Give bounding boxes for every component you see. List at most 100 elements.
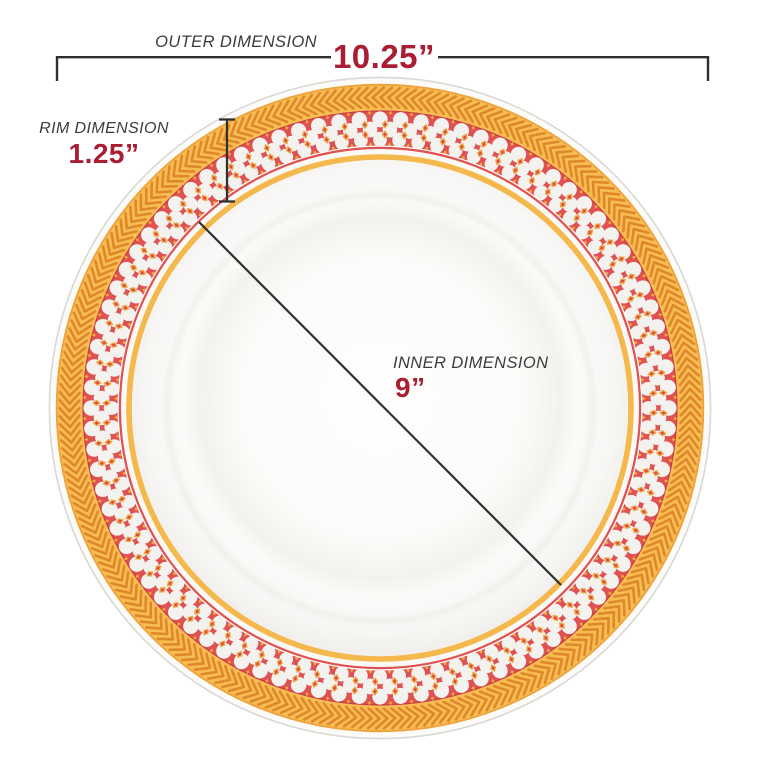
- rim-oval: [168, 210, 184, 226]
- rim-oval: [261, 644, 276, 660]
- rim-oval: [182, 590, 198, 606]
- rim-oval: [183, 182, 199, 198]
- rim-oval: [510, 653, 527, 670]
- rim-oval: [211, 185, 227, 201]
- rim-dimension-label: RIM DIMENSION: [39, 120, 169, 137]
- rim-oval: [587, 561, 603, 577]
- rim-oval: [143, 559, 159, 575]
- rim-oval: [576, 196, 592, 212]
- rim-oval: [168, 604, 184, 620]
- outer-dimension-value: 10.25”: [332, 38, 436, 75]
- rim-oval: [533, 185, 549, 201]
- dimension-lines: [55, 56, 710, 586]
- plate: [48, 76, 712, 740]
- rim-oval: [197, 617, 213, 633]
- rim-oval: [252, 137, 268, 154]
- rim-oval: [634, 280, 651, 296]
- plate-well: [132, 160, 628, 656]
- inner-dimension-label: INNER DIMENSION: [393, 354, 549, 372]
- rim-oval: [625, 261, 642, 278]
- inner-gold-ring: [126, 154, 634, 662]
- rim-dimension-value: 1.25”: [68, 138, 140, 169]
- rim-oval: [589, 225, 605, 241]
- inner-dimension-line: [198, 221, 562, 586]
- rim-oval: [575, 224, 591, 240]
- rim-oval: [196, 197, 212, 213]
- inner-dimension-value: 9”: [395, 372, 426, 403]
- chevron-pattern: [58, 86, 702, 730]
- rim-oval: [614, 244, 631, 260]
- rim-oval: [169, 224, 185, 240]
- rim-oval: [547, 617, 563, 633]
- rim-oval: [575, 576, 591, 592]
- rim-red-band-edge: [82, 110, 678, 706]
- outer-dimension-label: OUTER DIMENSION: [155, 33, 317, 51]
- rim-oval: [590, 589, 606, 605]
- rim-oval: [211, 615, 227, 631]
- rim-oval: [182, 604, 198, 620]
- rim-oval: [199, 631, 215, 647]
- rim-oval: [155, 575, 171, 591]
- rim-oval: [533, 615, 549, 631]
- rim-oval: [155, 225, 171, 241]
- rim-oval: [196, 603, 212, 619]
- rim-oval: [141, 573, 157, 589]
- rim-oval: [244, 636, 259, 652]
- rim-oval: [157, 561, 173, 577]
- rim-oval: [598, 546, 614, 561]
- rim-oval: [154, 211, 170, 227]
- rim-oval: [545, 169, 561, 185]
- rim-oval: [492, 662, 508, 679]
- rim-dimension-line: [219, 118, 235, 203]
- rim-oval: [587, 239, 603, 255]
- plate-well-shadow-ring: [164, 192, 596, 624]
- rim-oval: [589, 575, 605, 591]
- rim-oval: [547, 183, 563, 199]
- rim-oval: [199, 169, 215, 185]
- rim-oval: [157, 239, 173, 255]
- rim-oval: [531, 629, 547, 645]
- rim-oval: [129, 556, 146, 572]
- rim-oval: [118, 538, 135, 555]
- rim-oval: [548, 603, 564, 619]
- rim-oval: [501, 164, 516, 180]
- rim-gold-band-edge: [55, 83, 705, 733]
- rim-oval: [183, 618, 199, 634]
- rim-oval: [168, 590, 184, 606]
- rim-oval: [608, 529, 624, 544]
- rim-oval: [141, 227, 157, 243]
- rim-oval: [616, 512, 632, 527]
- rim-oval: [545, 631, 561, 647]
- rim-oval: [576, 210, 592, 226]
- rim-oval: [213, 171, 229, 187]
- rim-oval: [561, 182, 577, 198]
- rim-oval: [576, 604, 592, 620]
- outer-dimension-bracket: [55, 56, 710, 81]
- rim-oval: [128, 289, 144, 304]
- rim-oval: [169, 576, 185, 592]
- rim-oval: [233, 146, 250, 163]
- rim-oval: [601, 241, 617, 257]
- rim-oval: [603, 227, 619, 243]
- rim-oval: [562, 604, 578, 620]
- rim-oval: [227, 626, 242, 642]
- rim-oval: [562, 196, 578, 212]
- rim-oval: [518, 174, 533, 190]
- rim-oval: [562, 590, 578, 606]
- rim-oval: [590, 211, 606, 227]
- rim-oval: [548, 197, 564, 213]
- rim-oval: [136, 272, 152, 287]
- rim-oval: [484, 156, 499, 172]
- rim-oval: [561, 618, 577, 634]
- rim-oval: [182, 196, 198, 212]
- rim-oval: [168, 196, 184, 212]
- rim-oval: [154, 589, 170, 605]
- rim-oval: [182, 210, 198, 226]
- rim-oval: [603, 573, 619, 589]
- rim-oval: [146, 255, 162, 270]
- rim-oval: [109, 520, 126, 536]
- rim-oval: [528, 642, 544, 659]
- inner-red-ring: [118, 146, 642, 670]
